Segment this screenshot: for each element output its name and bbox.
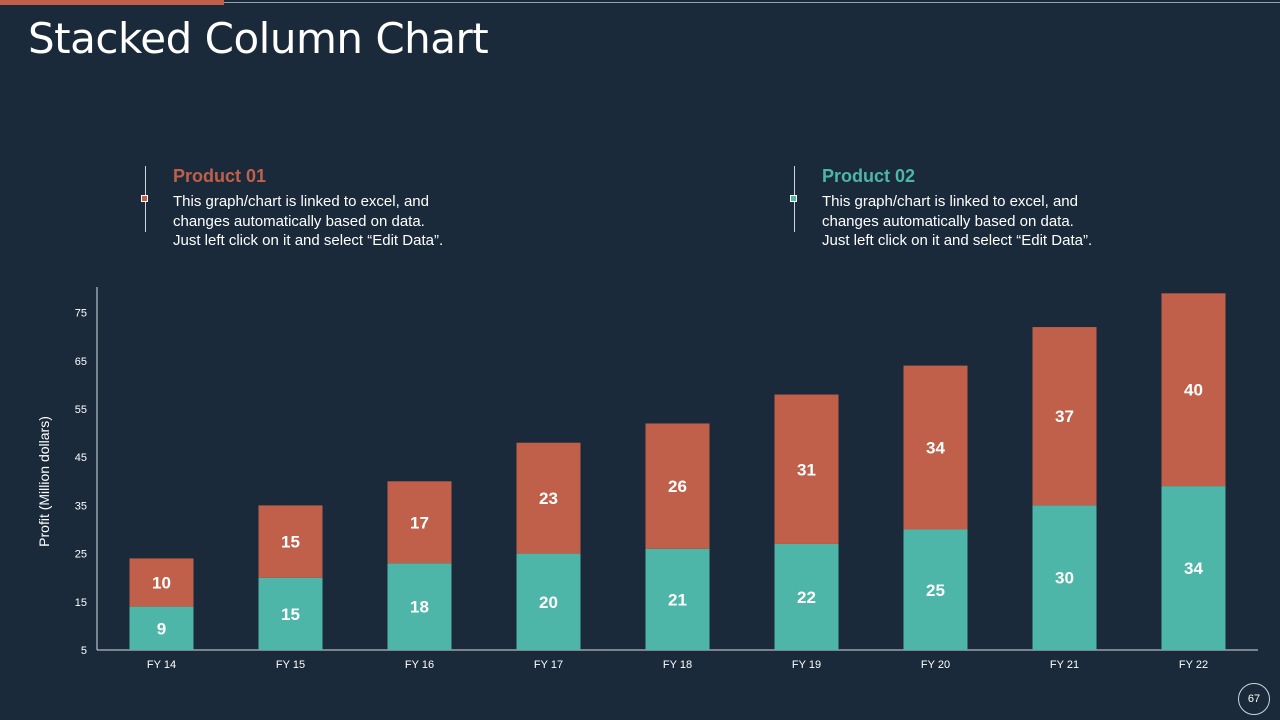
- x-tick-label: FY 18: [663, 659, 692, 671]
- bar-segment-product-02: [1032, 505, 1097, 650]
- legend-line: changes automatically based on data.: [173, 212, 425, 230]
- bar-segment-product-01: [645, 423, 710, 549]
- bar-data-label: 31: [797, 460, 816, 479]
- page-number-badge: 67: [1238, 683, 1270, 715]
- y-tick-label: 55: [75, 404, 87, 416]
- legend-line: Just left click on it and select “Edit D…: [822, 232, 1093, 249]
- bar-data-label: 30: [1055, 569, 1074, 588]
- bar-data-label: 21: [668, 590, 687, 609]
- header-rule: [224, 2, 1280, 3]
- x-tick-label: FY 15: [276, 659, 305, 671]
- bar-data-label: 17: [410, 513, 429, 532]
- page-title: Stacked Column Chart: [28, 14, 489, 63]
- bar-data-label: 34: [926, 439, 945, 458]
- title-accent-bar: [0, 0, 224, 5]
- y-tick-label: 75: [75, 308, 87, 320]
- bar-segment-product-01: [1032, 327, 1097, 506]
- bar-segment-product-02: [645, 548, 710, 650]
- bar-segment-product-01: [258, 505, 323, 578]
- bar-segment-product-01: [774, 394, 839, 544]
- y-tick-label: 15: [75, 597, 87, 609]
- bar-segment-product-01: [1161, 293, 1226, 487]
- y-tick-label: 25: [75, 549, 87, 561]
- legend-line: This graph/chart is linked to excel, and: [822, 193, 1078, 210]
- bar-segment-product-02: [1161, 486, 1226, 650]
- legend-heading-product-02: Product 02: [822, 166, 916, 186]
- bar-data-label: 26: [668, 477, 687, 496]
- legend-description-product-01: This graph/chart is linked to excel, and…: [173, 192, 443, 251]
- y-tick-label: 5: [81, 645, 87, 657]
- x-tick-label: FY 16: [405, 659, 434, 671]
- bar-data-label: 37: [1055, 407, 1074, 426]
- bar-data-label: 22: [797, 588, 816, 607]
- bar-data-label: 10: [152, 574, 171, 593]
- bar-segment-product-02: [774, 543, 839, 650]
- bar-segment-product-02: [903, 529, 968, 650]
- legend-marker-product-01: [141, 195, 148, 202]
- bar-data-label: 9: [157, 619, 166, 638]
- legend-line: changes automatically based on data.: [822, 212, 1074, 230]
- bar-data-label: 25: [926, 581, 945, 600]
- x-tick-label: FY 14: [147, 659, 176, 671]
- bar-segment-product-02: [258, 577, 323, 650]
- bar-data-label: 34: [1184, 559, 1203, 578]
- legend-line: This graph/chart is linked to excel, and: [173, 193, 429, 210]
- bar-segment-product-01: [516, 442, 581, 554]
- legend-line: Just left click on it and select “Edit D…: [173, 232, 444, 249]
- bar-data-label: 23: [539, 489, 558, 508]
- x-tick-label: FY 20: [921, 659, 950, 671]
- bar-data-label: 15: [281, 605, 300, 624]
- x-tick-label: FY 19: [792, 659, 821, 671]
- y-axis-title: Profit (Million dollars): [36, 416, 52, 547]
- y-tick-label: 35: [75, 500, 87, 512]
- y-tick-label: 65: [75, 356, 87, 368]
- bar-segment-product-02: [387, 563, 452, 650]
- x-tick-label: FY 21: [1050, 659, 1079, 671]
- bar-data-label: 40: [1184, 381, 1203, 400]
- bar-segment-product-01: [387, 481, 452, 564]
- legend-description-product-02: This graph/chart is linked to excel, and…: [822, 192, 1092, 251]
- bar-segment-product-01: [129, 558, 194, 607]
- x-tick-label: FY 22: [1179, 659, 1208, 671]
- bar-data-label: 15: [281, 533, 300, 552]
- y-tick-label: 45: [75, 452, 87, 464]
- bar-data-label: 20: [539, 593, 558, 612]
- bar-segment-product-01: [903, 365, 968, 530]
- legend-heading-product-01: Product 01: [173, 166, 267, 186]
- x-tick-label: FY 17: [534, 659, 563, 671]
- bar-segment-product-02: [129, 606, 194, 650]
- legend-marker-product-02: [790, 195, 797, 202]
- bar-data-label: 18: [410, 598, 429, 617]
- bar-segment-product-02: [516, 553, 581, 650]
